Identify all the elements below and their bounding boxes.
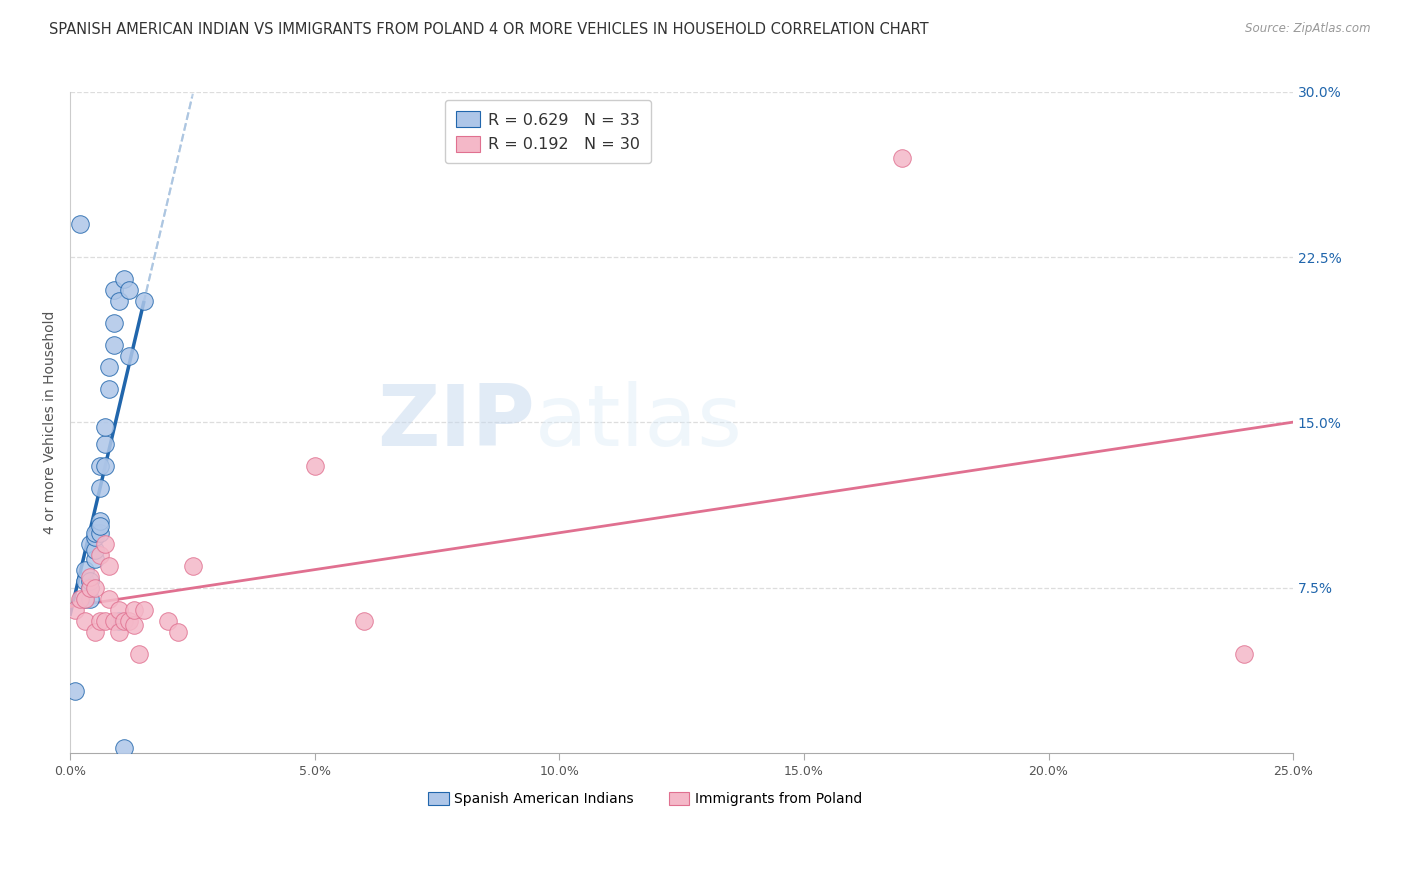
Point	[108, 602, 131, 616]
Point	[98, 591, 121, 606]
Text: atlas: atlas	[534, 381, 742, 464]
Text: SPANISH AMERICAN INDIAN VS IMMIGRANTS FROM POLAND 4 OR MORE VEHICLES IN HOUSEHOL: SPANISH AMERICAN INDIAN VS IMMIGRANTS FR…	[49, 22, 929, 37]
Point	[108, 614, 131, 628]
Point	[89, 614, 111, 628]
Point	[89, 548, 111, 562]
Point	[93, 419, 115, 434]
Point	[304, 459, 326, 474]
Point	[63, 602, 86, 616]
Point	[79, 574, 101, 588]
Point	[132, 602, 155, 616]
Point	[79, 591, 101, 606]
Point	[157, 614, 180, 628]
Point	[132, 294, 155, 309]
Point	[108, 624, 131, 639]
Point	[93, 614, 115, 628]
Point	[79, 581, 101, 595]
Point	[353, 614, 375, 628]
Point	[73, 591, 96, 606]
Point	[63, 684, 86, 698]
Point	[103, 283, 125, 297]
Point	[103, 614, 125, 628]
Point	[118, 614, 141, 628]
Point	[103, 316, 125, 330]
Point	[73, 614, 96, 628]
Point	[73, 574, 96, 588]
Text: ZIP: ZIP	[377, 381, 534, 464]
Point	[122, 618, 145, 632]
Point	[69, 591, 91, 606]
Text: Source: ZipAtlas.com: Source: ZipAtlas.com	[1246, 22, 1371, 36]
Point	[93, 536, 115, 550]
Point	[98, 558, 121, 573]
Point	[79, 569, 101, 583]
Point	[83, 525, 105, 540]
Point	[98, 382, 121, 396]
Point	[89, 519, 111, 533]
Point	[93, 459, 115, 474]
Point	[69, 217, 91, 231]
Y-axis label: 4 or more Vehicles in Household: 4 or more Vehicles in Household	[44, 310, 58, 534]
Point	[89, 515, 111, 529]
Point	[83, 543, 105, 558]
Point	[98, 360, 121, 375]
Point	[83, 530, 105, 544]
Point	[89, 525, 111, 540]
Point	[112, 272, 135, 286]
Point	[1233, 647, 1256, 661]
Point	[83, 581, 105, 595]
Point	[79, 536, 101, 550]
Point	[890, 151, 912, 165]
Point	[89, 459, 111, 474]
Point	[122, 602, 145, 616]
Point	[181, 558, 204, 573]
Point	[128, 647, 150, 661]
Point	[118, 283, 141, 297]
Point	[112, 741, 135, 756]
Point	[93, 437, 115, 451]
Point	[73, 563, 96, 577]
Point	[112, 614, 135, 628]
Point	[83, 552, 105, 566]
Point	[118, 349, 141, 363]
Point	[79, 581, 101, 595]
Point	[108, 294, 131, 309]
Point	[73, 591, 96, 606]
Point	[83, 624, 105, 639]
Point	[89, 482, 111, 496]
Point	[103, 338, 125, 352]
Point	[167, 624, 190, 639]
Legend: Spanish American Indians, Immigrants from Poland: Spanish American Indians, Immigrants fro…	[422, 787, 868, 812]
